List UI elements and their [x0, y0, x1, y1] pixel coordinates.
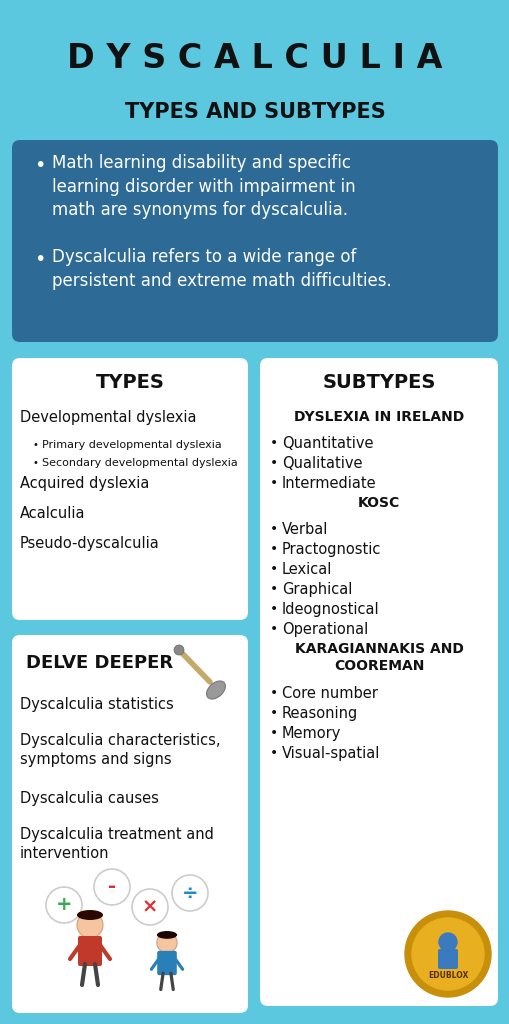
Text: •: • [269, 622, 278, 636]
Text: Acquired dyslexia: Acquired dyslexia [20, 476, 149, 490]
Text: Dyscalculia refers to a wide range of
persistent and extreme math difficulties.: Dyscalculia refers to a wide range of pe… [52, 248, 391, 290]
Circle shape [411, 918, 483, 990]
Text: •: • [269, 582, 278, 596]
Text: •: • [269, 476, 278, 490]
Circle shape [46, 887, 82, 923]
Text: ×: × [142, 897, 158, 916]
Text: •: • [269, 746, 278, 760]
FancyBboxPatch shape [157, 951, 177, 975]
Ellipse shape [206, 681, 225, 699]
FancyBboxPatch shape [12, 140, 497, 342]
Text: DELVE DEEPER: DELVE DEEPER [26, 654, 173, 672]
Text: Practognostic: Practognostic [281, 542, 381, 557]
Circle shape [77, 912, 103, 938]
Circle shape [157, 933, 177, 953]
Text: Acalculia: Acalculia [20, 506, 86, 521]
Ellipse shape [157, 931, 177, 939]
Text: Developmental dyslexia: Developmental dyslexia [20, 410, 196, 425]
Circle shape [404, 911, 490, 997]
Text: •: • [269, 562, 278, 575]
Circle shape [174, 645, 184, 655]
Text: KOSC: KOSC [357, 496, 400, 510]
Text: •: • [269, 726, 278, 740]
Ellipse shape [77, 910, 103, 920]
Text: Reasoning: Reasoning [281, 706, 357, 721]
Text: Memory: Memory [281, 726, 341, 741]
Text: •: • [269, 456, 278, 470]
Circle shape [172, 874, 208, 911]
Text: Quantitative: Quantitative [281, 436, 373, 451]
Text: Verbal: Verbal [281, 522, 328, 537]
Text: Visual-spatial: Visual-spatial [281, 746, 380, 761]
Text: Pseudo-dyscalculia: Pseudo-dyscalculia [20, 536, 159, 551]
Text: •: • [269, 436, 278, 450]
Text: TYPES AND SUBTYPES: TYPES AND SUBTYPES [124, 102, 385, 122]
Text: Core number: Core number [281, 686, 377, 701]
Text: Primary developmental dyslexia: Primary developmental dyslexia [42, 440, 221, 450]
Text: Ideognostical: Ideognostical [281, 602, 379, 617]
FancyBboxPatch shape [12, 635, 247, 1013]
Text: Dyscalculia characteristics,
symptoms and signs: Dyscalculia characteristics, symptoms an… [20, 733, 220, 767]
Text: •: • [269, 686, 278, 700]
Text: •: • [32, 458, 38, 468]
Text: •: • [269, 542, 278, 556]
Text: •: • [269, 522, 278, 536]
Text: Dyscalculia treatment and
intervention: Dyscalculia treatment and intervention [20, 827, 213, 860]
Text: KARAGIANNAKIS AND
COOREMAN: KARAGIANNAKIS AND COOREMAN [294, 642, 463, 674]
FancyBboxPatch shape [437, 949, 457, 969]
Text: D Y S C A L C U L I A: D Y S C A L C U L I A [67, 42, 442, 75]
Text: •: • [34, 156, 45, 175]
Text: Secondary developmental dyslexia: Secondary developmental dyslexia [42, 458, 237, 468]
Text: Lexical: Lexical [281, 562, 332, 577]
Text: Qualitative: Qualitative [281, 456, 362, 471]
Text: •: • [32, 440, 38, 450]
Text: +: + [55, 896, 72, 914]
Text: ÷: ÷ [181, 884, 198, 902]
Text: SUBTYPES: SUBTYPES [322, 373, 435, 391]
Text: TYPES: TYPES [95, 373, 164, 391]
Text: Dyscalculia causes: Dyscalculia causes [20, 791, 159, 806]
FancyBboxPatch shape [78, 936, 102, 966]
Text: •: • [269, 602, 278, 616]
Text: Math learning disability and specific
learning disorder with impairment in
math : Math learning disability and specific le… [52, 154, 355, 219]
Text: Intermediate: Intermediate [281, 476, 376, 490]
Text: Dyscalculia statistics: Dyscalculia statistics [20, 697, 174, 712]
Circle shape [438, 933, 456, 951]
FancyBboxPatch shape [12, 358, 247, 620]
FancyBboxPatch shape [260, 358, 497, 1006]
Text: •: • [269, 706, 278, 720]
Text: Operational: Operational [281, 622, 367, 637]
Text: Graphical: Graphical [281, 582, 352, 597]
Text: DYSLEXIA IN IRELAND: DYSLEXIA IN IRELAND [293, 410, 463, 424]
Text: -: - [108, 878, 116, 896]
Circle shape [94, 869, 130, 905]
Circle shape [132, 889, 167, 925]
Text: •: • [34, 250, 45, 269]
Text: EDUBLOX: EDUBLOX [427, 972, 467, 981]
